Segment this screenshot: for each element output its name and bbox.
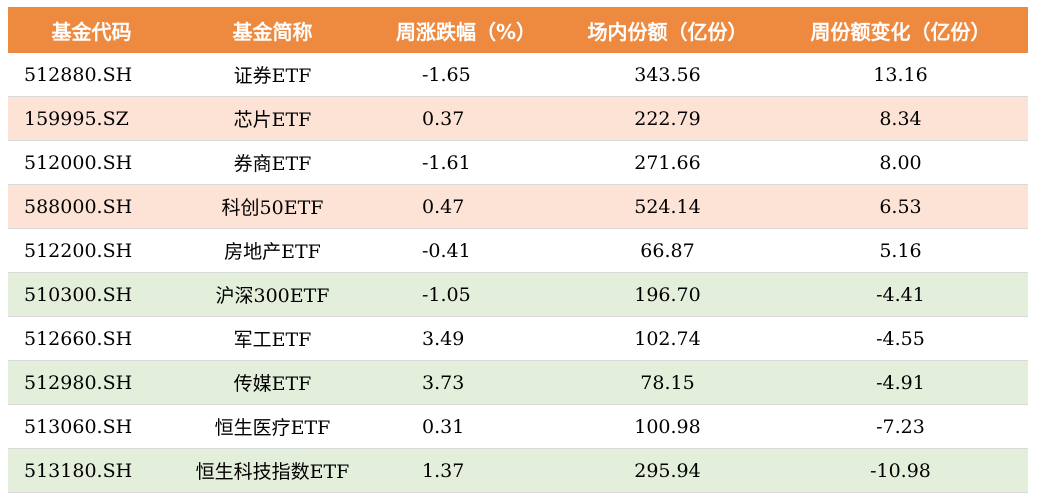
shares-cell: 196.70 <box>562 272 773 317</box>
weekly-change-cell: 0.31 <box>370 404 562 449</box>
share-change-cell: 6.53 <box>773 184 1028 229</box>
table-row: 512200.SH 房地产ETF -0.41 66.87 5.16 <box>8 228 1028 273</box>
share-change-cell: -4.55 <box>773 316 1028 361</box>
weekly-change-cell: -1.65 <box>370 53 562 97</box>
weekly-change-cell: -0.41 <box>370 228 562 273</box>
share-change-cell: -4.91 <box>773 360 1028 405</box>
header-shares: 场内份额（亿份） <box>562 7 773 53</box>
fund-code-cell: 512980.SH <box>8 360 175 405</box>
fund-code-cell: 512660.SH <box>8 316 175 361</box>
table-row: 512980.SH 传媒ETF 3.73 78.15 -4.91 <box>8 360 1028 405</box>
fund-name-cell: 传媒ETF <box>175 360 370 405</box>
shares-cell: 102.74 <box>562 316 773 361</box>
weekly-change-cell: 1.37 <box>370 448 562 493</box>
header-share-change: 周份额变化（亿份） <box>773 7 1028 53</box>
fund-name-cell: 沪深300ETF <box>175 272 370 317</box>
table-header-row: 基金代码 基金简称 周涨跌幅（%） 场内份额（亿份） 周份额变化（亿份） <box>8 7 1028 53</box>
fund-code-cell: 512880.SH <box>8 53 175 97</box>
fund-code-cell: 159995.SZ <box>8 96 175 141</box>
share-change-cell: 13.16 <box>773 53 1028 97</box>
weekly-change-cell: -1.05 <box>370 272 562 317</box>
header-fund-code: 基金代码 <box>8 7 175 53</box>
fund-name-cell: 房地产ETF <box>175 228 370 273</box>
shares-cell: 100.98 <box>562 404 773 449</box>
header-weekly-change: 周涨跌幅（%） <box>370 7 562 53</box>
shares-cell: 295.94 <box>562 448 773 493</box>
weekly-change-cell: -1.61 <box>370 140 562 185</box>
header-fund-name: 基金简称 <box>175 7 370 53</box>
weekly-change-cell: 3.73 <box>370 360 562 405</box>
fund-code-cell: 510300.SH <box>8 272 175 317</box>
table-row: 512880.SH 证券ETF -1.65 343.56 13.16 <box>8 53 1028 97</box>
table-row: 513180.SH 恒生科技指数ETF 1.37 295.94 -10.98 <box>8 448 1028 493</box>
share-change-cell: -4.41 <box>773 272 1028 317</box>
fund-name-cell: 恒生医疗ETF <box>175 404 370 449</box>
etf-share-table: 基金代码 基金简称 周涨跌幅（%） 场内份额（亿份） 周份额变化（亿份） 512… <box>8 7 1028 493</box>
weekly-change-cell: 3.49 <box>370 316 562 361</box>
fund-code-cell: 513060.SH <box>8 404 175 449</box>
share-change-cell: -7.23 <box>773 404 1028 449</box>
fund-name-cell: 科创50ETF <box>175 184 370 229</box>
share-change-cell: -10.98 <box>773 448 1028 493</box>
shares-cell: 78.15 <box>562 360 773 405</box>
etf-share-table-container: 基金代码 基金简称 周涨跌幅（%） 场内份额（亿份） 周份额变化（亿份） 512… <box>8 7 1028 493</box>
share-change-cell: 8.34 <box>773 96 1028 141</box>
fund-name-cell: 证券ETF <box>175 53 370 97</box>
table-row: 510300.SH 沪深300ETF -1.05 196.70 -4.41 <box>8 272 1028 317</box>
weekly-change-cell: 0.37 <box>370 96 562 141</box>
shares-cell: 343.56 <box>562 53 773 97</box>
fund-name-cell: 芯片ETF <box>175 96 370 141</box>
share-change-cell: 5.16 <box>773 228 1028 273</box>
share-change-cell: 8.00 <box>773 140 1028 185</box>
table-row: 513060.SH 恒生医疗ETF 0.31 100.98 -7.23 <box>8 404 1028 449</box>
shares-cell: 271.66 <box>562 140 773 185</box>
fund-name-cell: 券商ETF <box>175 140 370 185</box>
fund-name-cell: 恒生科技指数ETF <box>175 448 370 493</box>
shares-cell: 222.79 <box>562 96 773 141</box>
fund-code-cell: 513180.SH <box>8 448 175 493</box>
fund-name-cell: 军工ETF <box>175 316 370 361</box>
table-row: 159995.SZ 芯片ETF 0.37 222.79 8.34 <box>8 96 1028 141</box>
weekly-change-cell: 0.47 <box>370 184 562 229</box>
fund-code-cell: 588000.SH <box>8 184 175 229</box>
fund-code-cell: 512000.SH <box>8 140 175 185</box>
table-row: 588000.SH 科创50ETF 0.47 524.14 6.53 <box>8 184 1028 229</box>
table-row: 512000.SH 券商ETF -1.61 271.66 8.00 <box>8 140 1028 185</box>
table-row: 512660.SH 军工ETF 3.49 102.74 -4.55 <box>8 316 1028 361</box>
shares-cell: 524.14 <box>562 184 773 229</box>
fund-code-cell: 512200.SH <box>8 228 175 273</box>
shares-cell: 66.87 <box>562 228 773 273</box>
